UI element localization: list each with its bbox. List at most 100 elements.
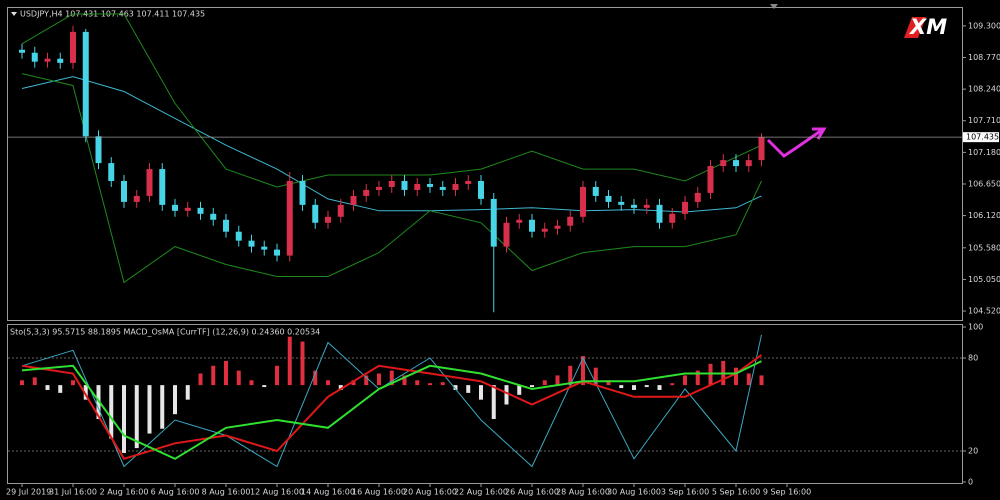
histogram-bar — [326, 380, 330, 386]
candle-body — [745, 160, 752, 167]
x-tick-label: 31 Jul 16:00 — [49, 488, 97, 497]
histogram-bar — [45, 385, 50, 390]
indicator-line — [21, 354, 763, 460]
candle-body — [312, 204, 319, 223]
histogram-bar — [479, 385, 483, 400]
histogram-bar — [619, 385, 624, 389]
candle-body — [248, 240, 255, 247]
histogram-bar — [338, 385, 343, 390]
histogram-bar — [734, 367, 738, 386]
histogram-bar — [415, 380, 420, 386]
candle-body — [159, 169, 166, 205]
y-tick-label: 0 — [968, 478, 973, 487]
candle-body — [503, 222, 510, 247]
indicator-line — [21, 13, 762, 188]
histogram-bar — [542, 380, 547, 386]
candle-body — [223, 219, 229, 232]
histogram-bar — [695, 370, 700, 386]
histogram-bar — [249, 380, 254, 386]
oscillator-panel — [7, 324, 963, 484]
candle-body — [121, 181, 127, 202]
candle-body — [720, 160, 727, 167]
histogram-bar — [147, 385, 152, 434]
x-tick-label: 6 Aug 16:00 — [151, 488, 200, 497]
histogram-bar — [300, 341, 305, 386]
histogram-bar — [644, 385, 649, 388]
histogram-bar — [71, 380, 75, 386]
candle-body — [401, 181, 408, 190]
x-tick-label: 14 Aug 16:00 — [301, 488, 355, 497]
histogram-bar — [389, 370, 394, 386]
histogram-bar — [275, 365, 279, 386]
indicator-line — [21, 334, 762, 468]
candle-body — [707, 166, 714, 193]
candle-body — [19, 49, 25, 53]
indicator-line — [21, 360, 762, 460]
histogram-bar — [402, 375, 407, 386]
histogram-bar — [593, 367, 598, 386]
y-tick-label: 108.770 — [968, 53, 1000, 62]
candle-body — [427, 183, 433, 187]
histogram-bar — [198, 373, 203, 386]
candle-body — [95, 136, 102, 164]
candle-body — [529, 219, 535, 232]
candle-body — [733, 160, 739, 167]
candle-body — [197, 207, 204, 214]
histogram-bar — [160, 385, 165, 429]
candle-body — [108, 163, 115, 182]
y-tick-label: 106.120 — [968, 211, 1000, 220]
last-price-tag — [963, 132, 999, 143]
forecast-arrow — [766, 127, 827, 158]
histogram-bar — [453, 385, 458, 390]
oscillator-header: Sto(5,3,3) 95.5715 88.1895 MACD_OsMA [Cu… — [10, 328, 320, 337]
x-tick-label: 3 Sep 16:00 — [661, 488, 709, 497]
histogram-bar — [746, 373, 751, 386]
logo-mark — [904, 17, 926, 38]
histogram-bar — [504, 385, 509, 405]
histogram-bar — [224, 360, 228, 386]
x-tick-label: 26 Aug 16:00 — [505, 488, 559, 497]
x-tick-label: 5 Sep 16:00 — [712, 488, 760, 497]
histogram-bar — [185, 385, 190, 400]
candle-body — [758, 137, 765, 161]
histogram-bar — [83, 385, 88, 400]
last-price-label: 107.435 — [966, 133, 999, 142]
candle-body — [31, 52, 38, 62]
histogram-bar — [313, 370, 318, 386]
histogram-bar — [122, 385, 126, 453]
y-tick-label: 106.650 — [968, 179, 1000, 188]
histogram-bar — [211, 365, 216, 386]
histogram-bar — [428, 383, 432, 386]
candle-body — [439, 186, 446, 190]
candle-body — [490, 198, 497, 247]
y-tick-label: 105.580 — [968, 243, 1000, 252]
histogram-bar — [109, 385, 114, 439]
histogram-bar — [351, 380, 356, 386]
candle-body — [478, 181, 484, 199]
candle-body — [618, 201, 625, 205]
histogram-bar — [364, 375, 369, 386]
x-tick-label: 12 Aug 16:00 — [250, 488, 304, 497]
histogram-bar — [657, 385, 662, 390]
candle-body — [541, 228, 548, 232]
histogram-bar — [287, 336, 292, 386]
histogram-bar — [683, 375, 687, 386]
y-tick-label: 20 — [968, 447, 978, 456]
logo: XM — [908, 15, 947, 39]
indicator-line — [21, 73, 762, 284]
x-tick-label: 20 Aug 16:00 — [403, 488, 457, 497]
histogram-bar — [262, 385, 267, 388]
candle-body — [554, 225, 561, 229]
histogram-bar — [20, 380, 24, 386]
candle-body — [567, 216, 574, 226]
candle-body — [146, 169, 153, 196]
x-tick-label: 29 Jul 2019 — [6, 488, 51, 497]
histogram-bar — [58, 385, 63, 393]
candle-body — [682, 201, 688, 214]
candle-body — [363, 189, 370, 196]
histogram-bar — [530, 385, 534, 388]
x-tick-label: 9 Sep 16:00 — [763, 488, 811, 497]
candle-body — [605, 195, 612, 202]
